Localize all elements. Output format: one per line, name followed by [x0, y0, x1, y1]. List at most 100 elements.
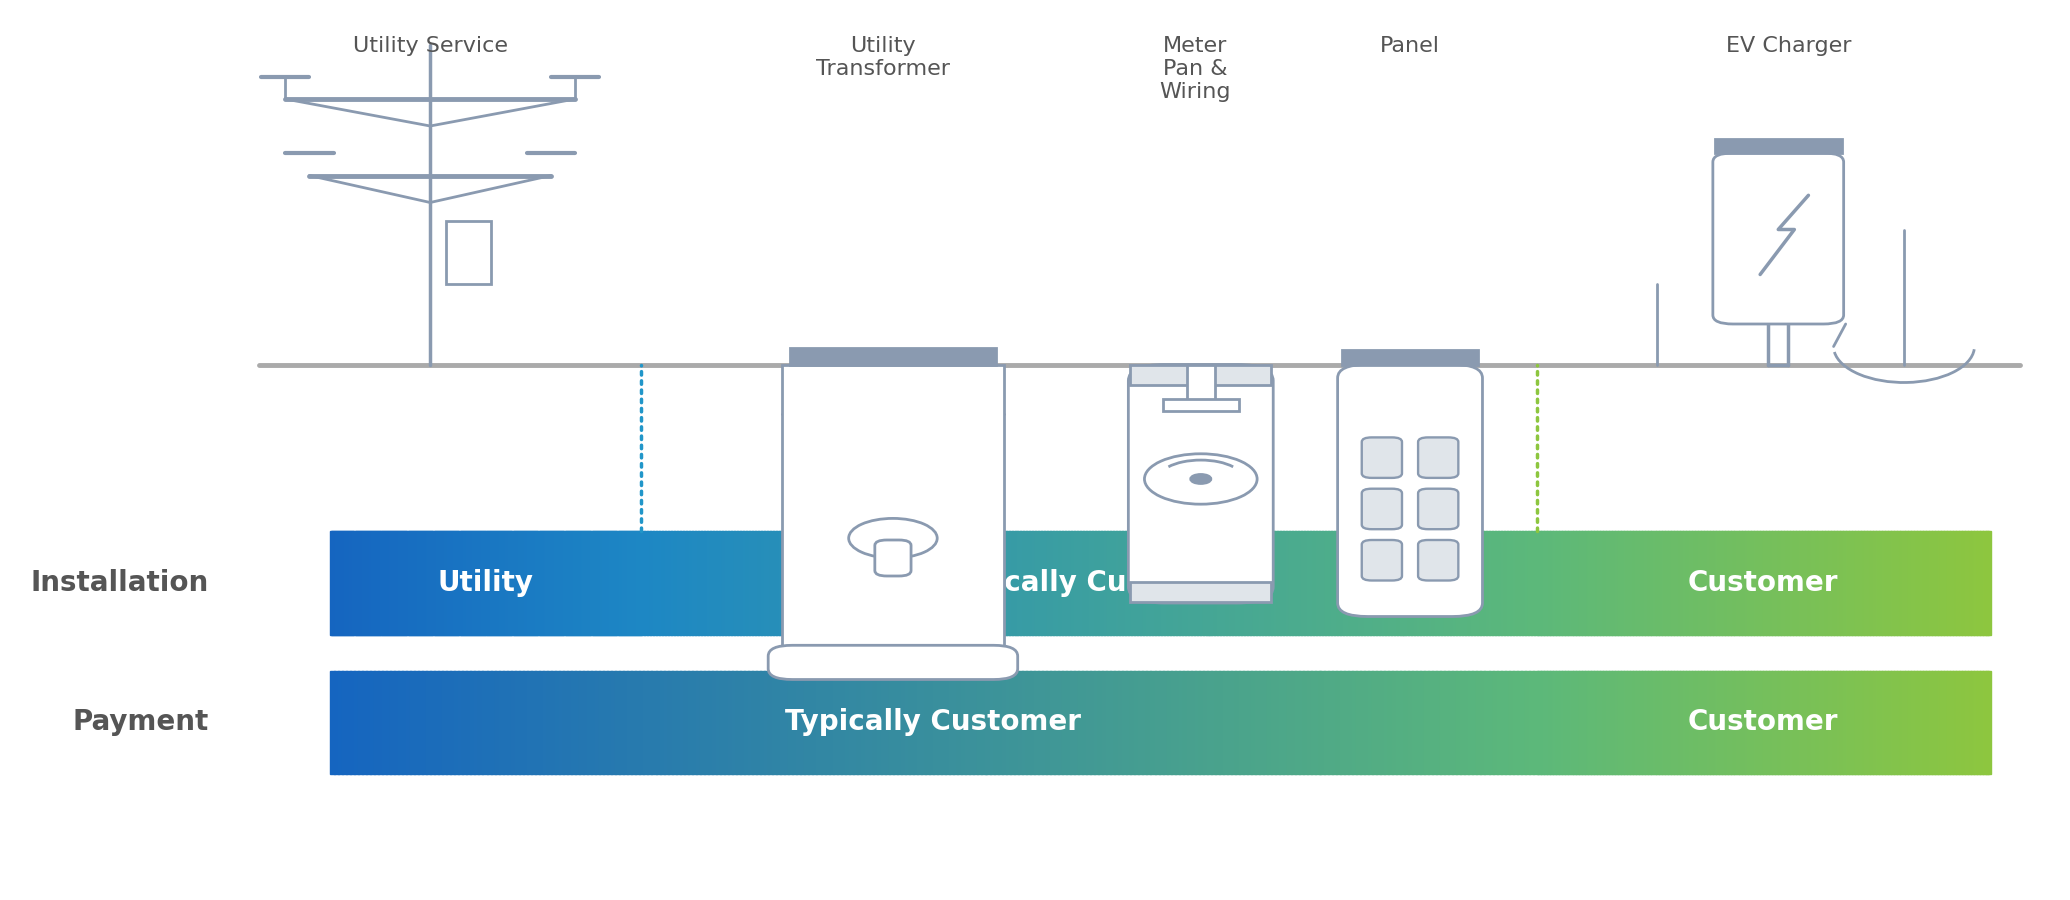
Bar [689, 531, 693, 634]
Bar [1045, 670, 1052, 774]
Bar [1608, 670, 1613, 774]
Bar [1178, 531, 1182, 634]
Bar [793, 531, 797, 634]
Bar [1312, 670, 1317, 774]
Bar [1733, 670, 1735, 774]
Bar [1786, 531, 1788, 634]
Bar [900, 531, 905, 634]
Bar [1608, 531, 1613, 634]
Bar [1966, 670, 1969, 774]
Bar [849, 670, 853, 774]
Bar [1673, 670, 1675, 774]
Bar [671, 670, 677, 774]
Bar [1451, 531, 1455, 634]
Bar [1909, 531, 1911, 634]
Bar [1983, 670, 1985, 774]
Bar [894, 531, 898, 634]
Bar [1203, 531, 1207, 634]
Bar [1548, 531, 1550, 634]
Bar [905, 670, 911, 774]
Bar [1964, 670, 1966, 774]
Bar [1828, 531, 1830, 634]
Bar [1844, 670, 1846, 774]
Bar [874, 670, 878, 774]
Bar [1089, 531, 1093, 634]
Bar [1691, 531, 1693, 634]
Bar [1049, 670, 1056, 774]
Bar [1569, 670, 1573, 774]
Bar [1704, 670, 1708, 774]
Bar [1826, 531, 1828, 634]
Bar [1602, 670, 1604, 774]
Bar [766, 531, 770, 634]
Bar [1027, 670, 1031, 774]
Bar [1799, 531, 1801, 634]
Bar [1240, 670, 1244, 774]
Bar [1300, 670, 1304, 774]
Bar [1581, 670, 1586, 774]
Bar [1751, 670, 1753, 774]
Bar [1731, 670, 1735, 774]
Bar [462, 670, 468, 774]
Bar [1820, 531, 1822, 634]
Bar [1555, 531, 1557, 634]
Bar [1507, 531, 1511, 634]
Bar [838, 531, 842, 634]
Bar [393, 670, 400, 774]
Bar [1608, 531, 1610, 634]
Bar [385, 670, 391, 774]
Bar [1174, 531, 1176, 634]
Bar [938, 531, 942, 634]
Bar [1886, 670, 1888, 774]
Bar [598, 670, 604, 774]
Bar [1888, 531, 1890, 634]
Bar [1478, 531, 1482, 634]
Bar [1633, 670, 1635, 774]
Bar [1513, 670, 1517, 774]
Bar [1981, 670, 1983, 774]
Bar [1437, 670, 1441, 774]
Bar [615, 670, 621, 774]
Bar [1435, 531, 1439, 634]
Bar [418, 670, 422, 774]
Bar [1023, 670, 1027, 774]
Bar [1606, 670, 1608, 774]
Bar [1602, 531, 1604, 634]
Bar [946, 670, 950, 774]
Bar [1977, 531, 1979, 634]
Bar [973, 531, 977, 634]
FancyBboxPatch shape [1362, 437, 1401, 478]
Bar [977, 670, 983, 774]
Bar [1977, 531, 1981, 634]
Bar [1911, 670, 1913, 774]
Bar [1954, 531, 1956, 634]
Bar [1010, 670, 1014, 774]
Bar [1116, 531, 1120, 634]
Bar [671, 531, 675, 634]
Bar [720, 670, 724, 774]
Bar [1528, 531, 1532, 634]
Bar [1743, 531, 1747, 634]
FancyBboxPatch shape [1337, 364, 1482, 616]
Bar [1931, 531, 1933, 634]
Bar [503, 670, 507, 774]
Bar [828, 670, 834, 774]
Bar [1933, 670, 1935, 774]
Bar [1054, 531, 1058, 634]
Bar [954, 531, 958, 634]
Bar [1803, 670, 1805, 774]
Bar [1439, 531, 1443, 634]
Bar [1832, 531, 1836, 634]
Bar [551, 670, 557, 774]
Bar [1074, 531, 1078, 634]
Bar [1577, 531, 1579, 634]
Bar [1888, 670, 1890, 774]
Bar [996, 531, 1000, 634]
Bar [1685, 670, 1687, 774]
Bar [1339, 670, 1346, 774]
Bar [1822, 531, 1824, 634]
Bar [1867, 531, 1869, 634]
Bar [1648, 670, 1652, 774]
Bar [447, 220, 491, 284]
Bar [1844, 531, 1846, 634]
